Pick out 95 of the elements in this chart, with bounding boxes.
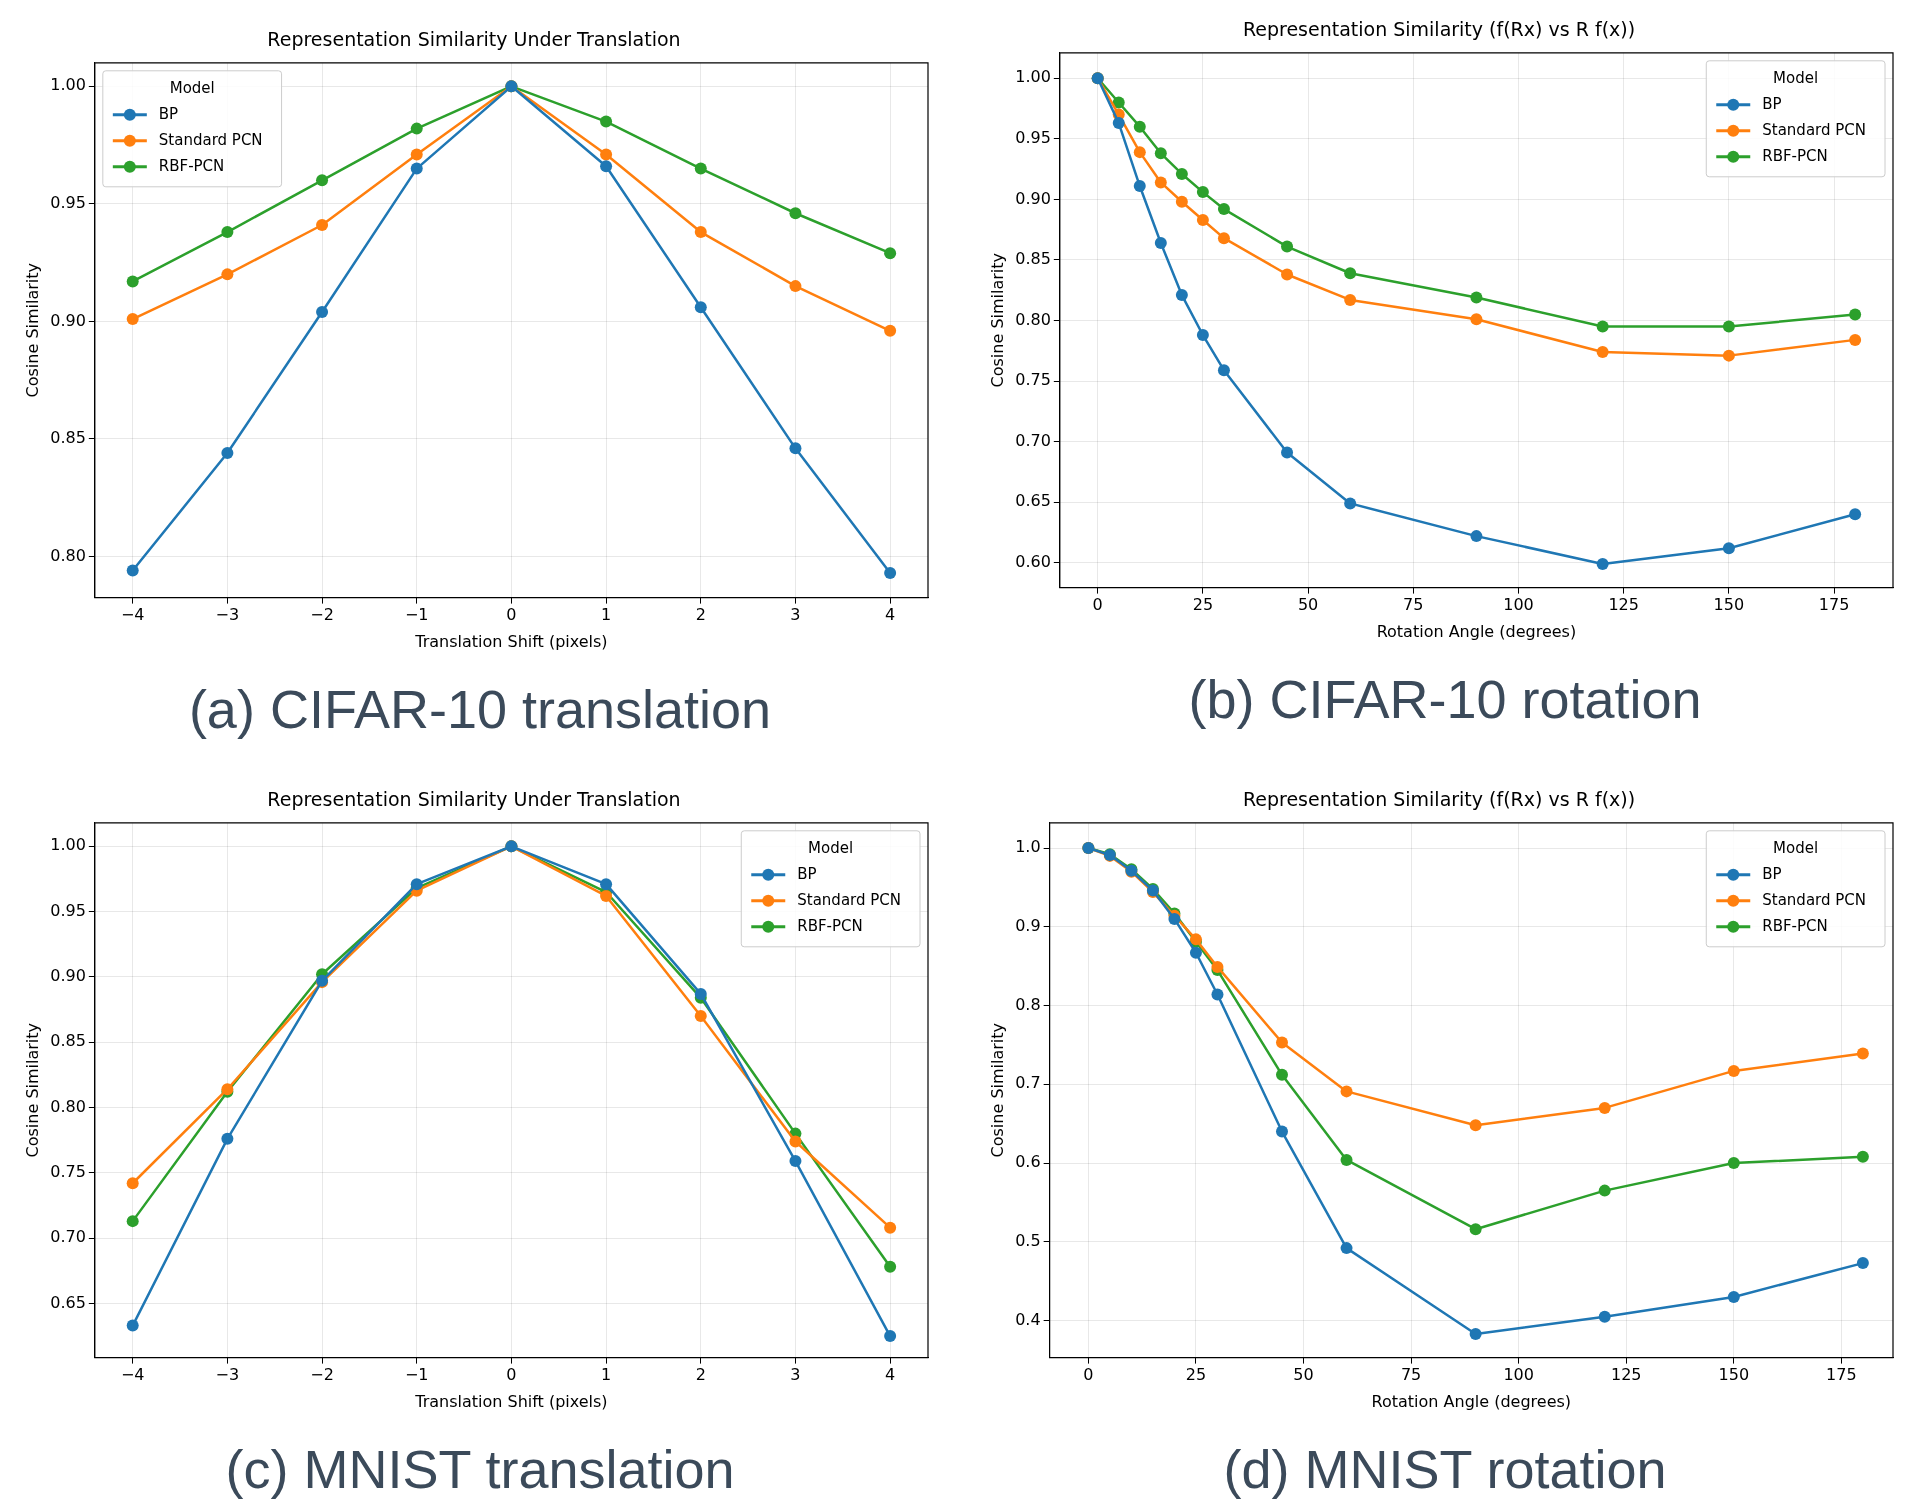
x-tick-label: −1 (404, 1365, 429, 1385)
y-tick-label: 0.80 (50, 545, 86, 565)
x-tick-label: 2 (695, 605, 706, 625)
legend-title: Model (1773, 838, 1819, 857)
x-tick-label: 100 (1503, 1365, 1534, 1385)
y-tick-label: 0.95 (50, 900, 86, 920)
legend-label: RBF-PCN (797, 916, 863, 935)
x-tick-label: −2 (310, 1365, 334, 1385)
chart-title: Representation Similarity (f(Rx) vs R f(x)) (1242, 18, 1636, 41)
x-tick-label: −4 (120, 605, 145, 625)
x-tick-label: 25 (1185, 1365, 1207, 1385)
x-tick-label: 0 (1092, 595, 1103, 615)
x-tick-label: 150 (1713, 595, 1745, 615)
y-axis-title: Cosine Similarity (22, 1022, 42, 1158)
x-tick-label: 125 (1608, 595, 1639, 615)
y-tick-label: 0.70 (50, 1227, 86, 1247)
legend-label: BP (797, 864, 817, 883)
legend-label: Standard PCN (1762, 890, 1866, 909)
x-tick-label: 100 (1503, 595, 1534, 615)
legend-label: RBF-PCN (1762, 916, 1828, 935)
x-tick-label: 25 (1192, 595, 1214, 615)
y-tick-label: 0.75 (50, 1161, 86, 1181)
x-tick-label: 0 (506, 1365, 517, 1385)
y-tick-label: 0.80 (50, 1096, 86, 1116)
legend-title: Model (1773, 68, 1819, 87)
x-tick-label: 3 (790, 605, 801, 625)
y-tick-label: 0.75 (1015, 370, 1051, 390)
y-tick-label: 0.90 (1015, 188, 1051, 208)
x-tick-label: −3 (215, 1365, 240, 1385)
x-tick-label: 175 (1826, 1365, 1857, 1385)
legend-label: BP (158, 104, 179, 123)
x-tick-label: 150 (1718, 1365, 1750, 1385)
y-tick-label: 1.00 (1015, 67, 1051, 87)
legend-label: BP (1762, 864, 1782, 883)
y-tick-label: 0.70 (1015, 430, 1051, 450)
y-tick-label: 0.7 (1015, 1073, 1041, 1093)
x-tick-label: 1 (601, 1365, 612, 1385)
y-tick-label: 0.4 (1015, 1309, 1041, 1329)
x-tick-label: 4 (885, 1365, 896, 1385)
y-tick-label: 0.5 (1015, 1230, 1041, 1250)
y-tick-label: 1.00 (50, 75, 86, 95)
text: (a) CIFAR-10 translation (187, 678, 773, 740)
chart-title: Representation Similarity Under Translation (267, 28, 681, 51)
x-tick-label: 75 (1400, 1365, 1422, 1385)
x-tick-label: 50 (1293, 1365, 1314, 1385)
y-tick-label: 0.90 (50, 310, 86, 330)
x-tick-label: −2 (310, 605, 334, 625)
x-tick-label: 2 (695, 1365, 706, 1385)
text: (d) MNIST rotation (1222, 1438, 1668, 1500)
text: (b) CIFAR-10 rotation (1187, 668, 1703, 730)
y-tick-label: 0.95 (1015, 127, 1051, 147)
y-tick-label: 0.6 (1015, 1152, 1041, 1172)
y-tick-label: 0.60 (1015, 551, 1051, 571)
y-tick-label: 0.95 (50, 193, 86, 212)
x-tick-label: 0 (1083, 1365, 1094, 1385)
x-axis-title: Translation Shift (pixels) (414, 631, 608, 651)
x-tick-label: 0 (506, 605, 517, 625)
legend-label: RBF-PCN (158, 156, 225, 175)
legend-label: BP (1762, 94, 1782, 113)
y-tick-label: 0.85 (50, 1031, 86, 1051)
y-axis-title: Cosine Similarity (987, 1022, 1007, 1158)
legend-title: Model (808, 838, 854, 857)
y-tick-label: 0.90 (50, 966, 86, 986)
x-tick-label: 50 (1297, 595, 1319, 615)
x-tick-label: −1 (404, 605, 429, 625)
x-axis-title: Translation Shift (pixels) (414, 1391, 608, 1411)
y-tick-label: 1.0 (1015, 837, 1041, 857)
y-tick-label: 0.9 (1015, 915, 1041, 935)
legend-label: Standard PCN (797, 890, 901, 909)
x-tick-label: 75 (1403, 595, 1424, 615)
y-tick-label: 0.85 (1015, 249, 1051, 269)
x-tick-label: 175 (1818, 595, 1850, 615)
x-tick-label: 4 (885, 605, 896, 625)
x-tick-label: −4 (120, 1365, 145, 1385)
x-axis-title: Rotation Angle (degrees) (1376, 621, 1577, 641)
chart-title: Representation Similarity (f(Rx) vs R f(x)) (1242, 788, 1636, 811)
x-tick-label: 125 (1610, 1365, 1642, 1385)
legend-title: Model (169, 78, 215, 97)
legend-label: Standard PCN (158, 130, 263, 149)
x-tick-label: 3 (790, 1365, 801, 1385)
chart-title: Representation Similarity Under Translation (267, 788, 681, 811)
text: (c) MNIST translation (224, 1438, 736, 1500)
y-tick-label: 0.65 (50, 1292, 86, 1312)
y-tick-label: 0.8 (1015, 994, 1041, 1014)
legend-label: RBF-PCN (1762, 146, 1828, 165)
x-axis-title: Rotation Angle (degrees) (1371, 1391, 1572, 1411)
y-tick-label: 0.85 (50, 428, 86, 448)
y-tick-label: 0.65 (1015, 491, 1051, 511)
y-axis-title: Cosine Similarity (22, 262, 42, 398)
y-tick-label: 1.00 (50, 835, 86, 855)
x-tick-label: 1 (601, 605, 612, 625)
y-tick-label: 0.80 (1015, 309, 1051, 329)
legend-label: Standard PCN (1762, 120, 1866, 139)
x-tick-label: −3 (215, 605, 240, 625)
y-axis-title: Cosine Similarity (987, 252, 1007, 388)
